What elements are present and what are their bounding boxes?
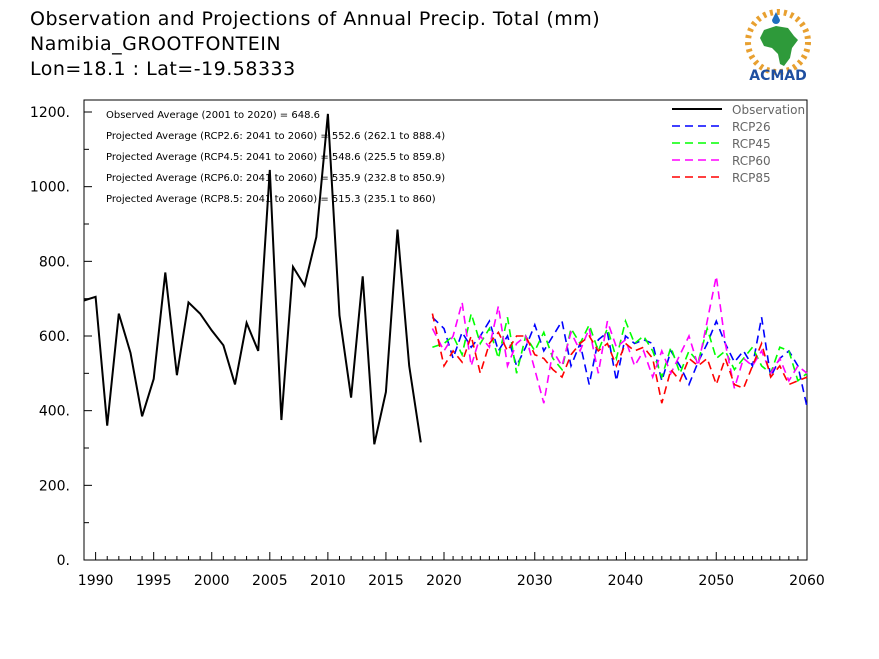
y-axis: 0. 200. 400. 600. 800. 1000. 1200. — [30, 105, 92, 569]
x-axis: 1990 1995 2000 2005 2010 2015 2020 2030 2040 2050… — [78, 552, 825, 589]
series-line-rcp26 — [431, 316, 808, 408]
logo-rays — [745, 9, 811, 75]
annotation-text: Projected Average (RCP6.0: 2041 to 2060)… — [106, 173, 445, 184]
chart-title: Observation and Projections of Annual Pr… — [30, 8, 601, 30]
africa-shape — [760, 26, 798, 66]
coordinates-label: Lon=18.1 : Lat=-19.58333 — [30, 58, 296, 80]
y-tick-label: 0. — [57, 553, 70, 569]
legend-label: RCP60 — [732, 154, 771, 168]
x-tick-label: 2015 — [368, 573, 404, 589]
x-tick-label: 2040 — [608, 573, 644, 589]
x-tick-label: 2060 — [789, 573, 825, 589]
logo-text: ACMAD — [749, 68, 807, 84]
legend-label: RCP85 — [732, 171, 771, 185]
legend-label: RCP45 — [732, 137, 771, 151]
legend: Observation RCP26 RCP45 RCP60 RCP85 — [672, 103, 805, 185]
africa-map-logo-icon: ACMAD — [745, 9, 811, 84]
location-label: Namibia_GROOTFONTEIN — [30, 33, 282, 55]
x-tick-label: 2050 — [698, 573, 734, 589]
annotation-text: Observed Average (2001 to 2020) = 648.6 — [106, 110, 320, 121]
annotation-text: Projected Average (RCP4.5: 2041 to 2060)… — [106, 152, 445, 163]
water-drop — [772, 12, 780, 24]
x-tick-label: 2000 — [194, 573, 230, 589]
x-tick-label: 1995 — [136, 573, 172, 589]
y-tick-label: 400. — [39, 404, 70, 420]
annotation-text: Projected Average (RCP2.6: 2041 to 2060)… — [106, 131, 445, 142]
series-line-rcp60 — [431, 276, 808, 404]
y-tick-label: 200. — [39, 478, 70, 494]
x-tick-label: 2020 — [426, 573, 462, 589]
annotations: Observed Average (2001 to 2020) = 648.6 P… — [106, 110, 445, 205]
x-tick-label: 2030 — [517, 573, 553, 589]
legend-label: RCP26 — [732, 120, 771, 134]
annotation-text: Projected Average (RCP8.5: 2041 to 2060)… — [106, 194, 436, 205]
y-tick-label: 1200. — [30, 105, 70, 121]
x-tick-label: 2005 — [252, 573, 288, 589]
y-tick-label: 1000. — [30, 180, 70, 196]
plot-frame — [83, 99, 808, 561]
legend-label: Observation — [732, 103, 805, 117]
y-tick-label: 800. — [39, 254, 70, 270]
y-tick-label: 600. — [39, 329, 70, 345]
series-line-rcp45 — [432, 310, 808, 383]
series-layer — [83, 113, 808, 445]
series-line-observation — [83, 113, 422, 445]
x-tick-label: 2010 — [310, 573, 346, 589]
x-tick-label: 1990 — [78, 573, 114, 589]
series-line-rcp85 — [431, 313, 808, 404]
